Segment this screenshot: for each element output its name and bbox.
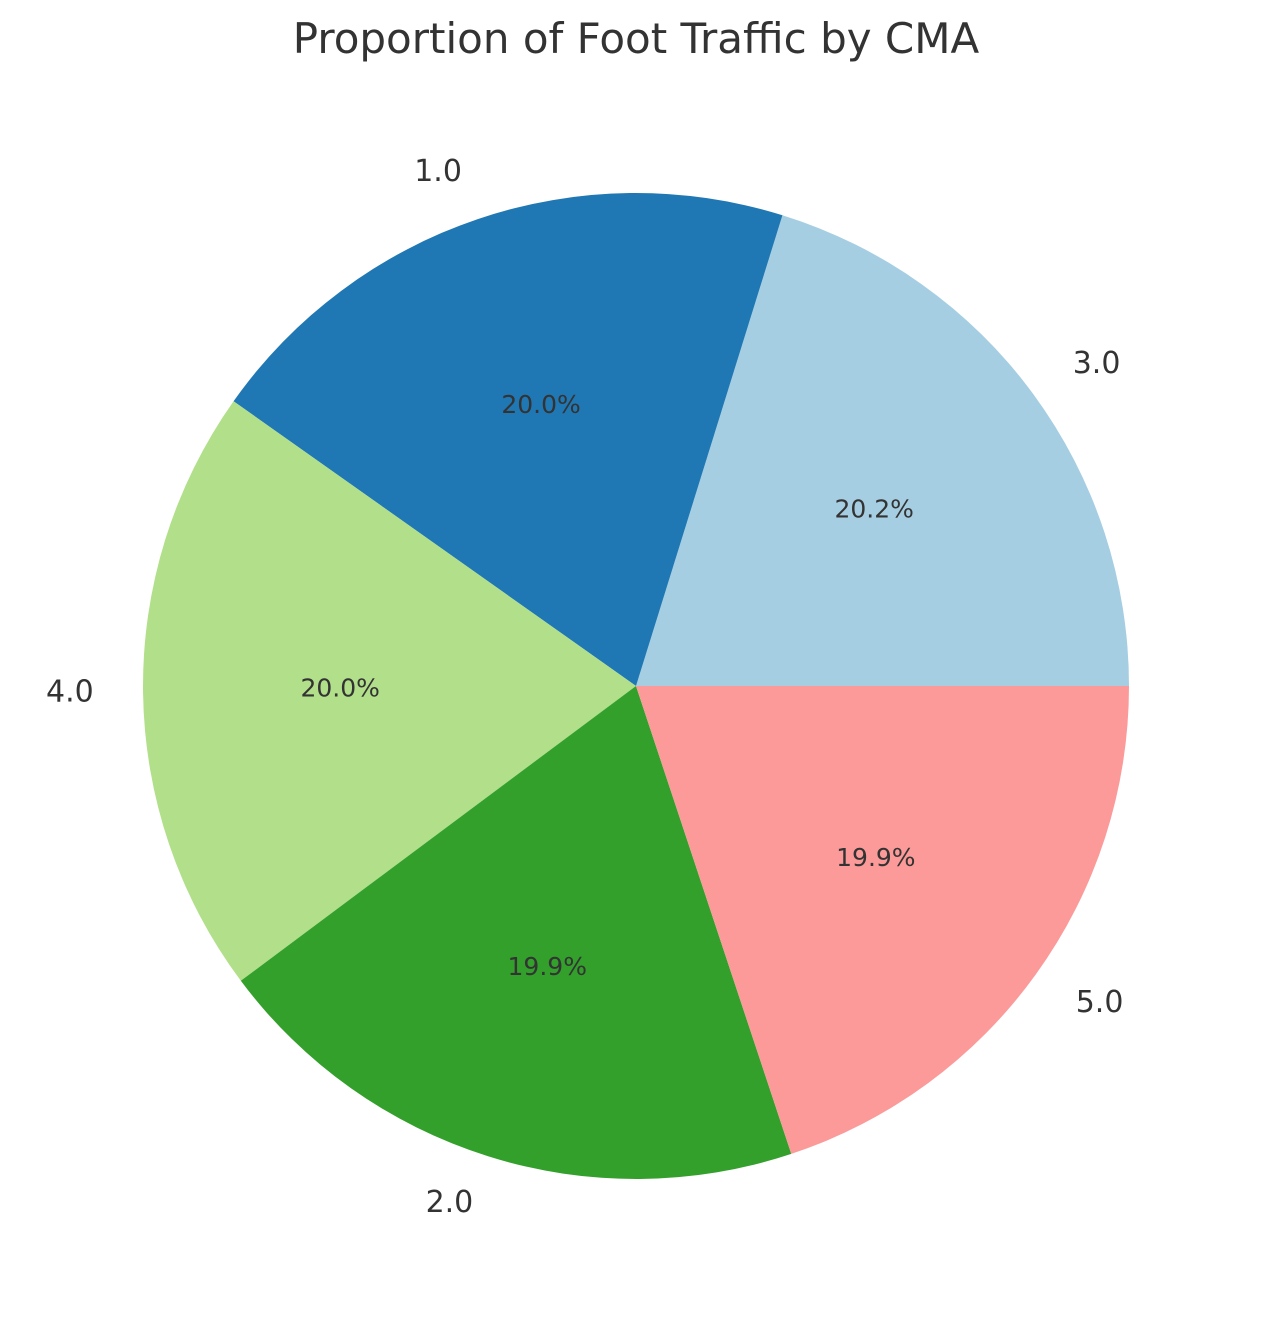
pie-slice-2-0 xyxy=(240,686,792,1179)
slice-label-2-0: 2.0 xyxy=(426,1185,474,1220)
slice-percent-1-0: 20.0% xyxy=(501,390,580,419)
slice-label-5-0: 5.0 xyxy=(1076,985,1124,1020)
chart-title: Proportion of Foot Traffic by CMA xyxy=(292,14,980,63)
pie-slice-1-0 xyxy=(233,192,783,686)
slice-percent-2-0: 19.9% xyxy=(508,952,587,981)
slice-percent-4-0: 20.0% xyxy=(301,674,380,703)
slice-label-1-0: 1.0 xyxy=(414,154,462,189)
pie-slices xyxy=(142,192,1129,1179)
slice-percent-3-0: 20.2% xyxy=(834,495,913,524)
pie-slice-5-0 xyxy=(636,686,1129,1154)
pie-slice-4-0 xyxy=(142,401,636,981)
slice-percent-5-0: 19.9% xyxy=(836,843,915,872)
slice-label-3-0: 3.0 xyxy=(1073,346,1121,381)
pie-labels: 3.0 20.2% 1.0 20.0% 4.0 20.0% 2.0 19.9% 5.0 19.9% xyxy=(46,154,1123,1220)
pie-slice-3-0 xyxy=(636,215,1129,687)
slice-label-4-0: 4.0 xyxy=(46,674,94,709)
